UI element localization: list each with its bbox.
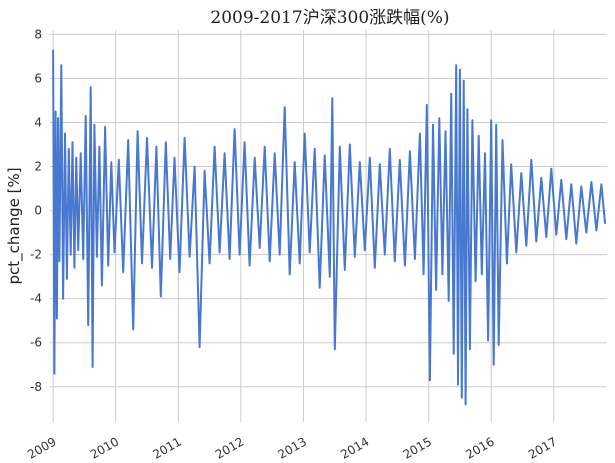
y-tick-label: 2 bbox=[34, 160, 42, 174]
x-tick-labels: 2009 2010 2011 2012 2013 2014 2015 2016 2017 bbox=[25, 434, 559, 461]
x-tick-label: 2016 bbox=[463, 434, 496, 461]
y-tick-label: -2 bbox=[30, 248, 42, 262]
x-tick-label: 2010 bbox=[88, 434, 121, 461]
chart-title: 2009-2017沪深300涨跌幅(%) bbox=[210, 8, 449, 28]
y-tick-label: -6 bbox=[30, 336, 42, 350]
y-tick-labels: -8 -6 -4 -2 0 2 4 6 8 bbox=[30, 27, 42, 393]
x-tick-label: 2015 bbox=[401, 434, 434, 461]
x-tick-label: 2013 bbox=[276, 434, 309, 461]
y-tick-label: -4 bbox=[30, 292, 42, 306]
y-axis-label: pct_change [%] bbox=[5, 167, 24, 284]
x-tick-label: 2009 bbox=[25, 434, 58, 461]
x-tick-label: 2017 bbox=[526, 434, 559, 461]
y-tick-label: 4 bbox=[34, 115, 42, 129]
y-tick-label: 8 bbox=[34, 27, 42, 41]
y-tick-label: 0 bbox=[34, 204, 42, 218]
x-tick-label: 2012 bbox=[213, 434, 246, 461]
series-line bbox=[52, 49, 607, 406]
x-tick-label: 2014 bbox=[338, 434, 371, 461]
y-tick-label: 6 bbox=[34, 71, 42, 85]
y-tick-label: -8 bbox=[30, 380, 42, 394]
x-tick-label: 2011 bbox=[150, 434, 183, 461]
